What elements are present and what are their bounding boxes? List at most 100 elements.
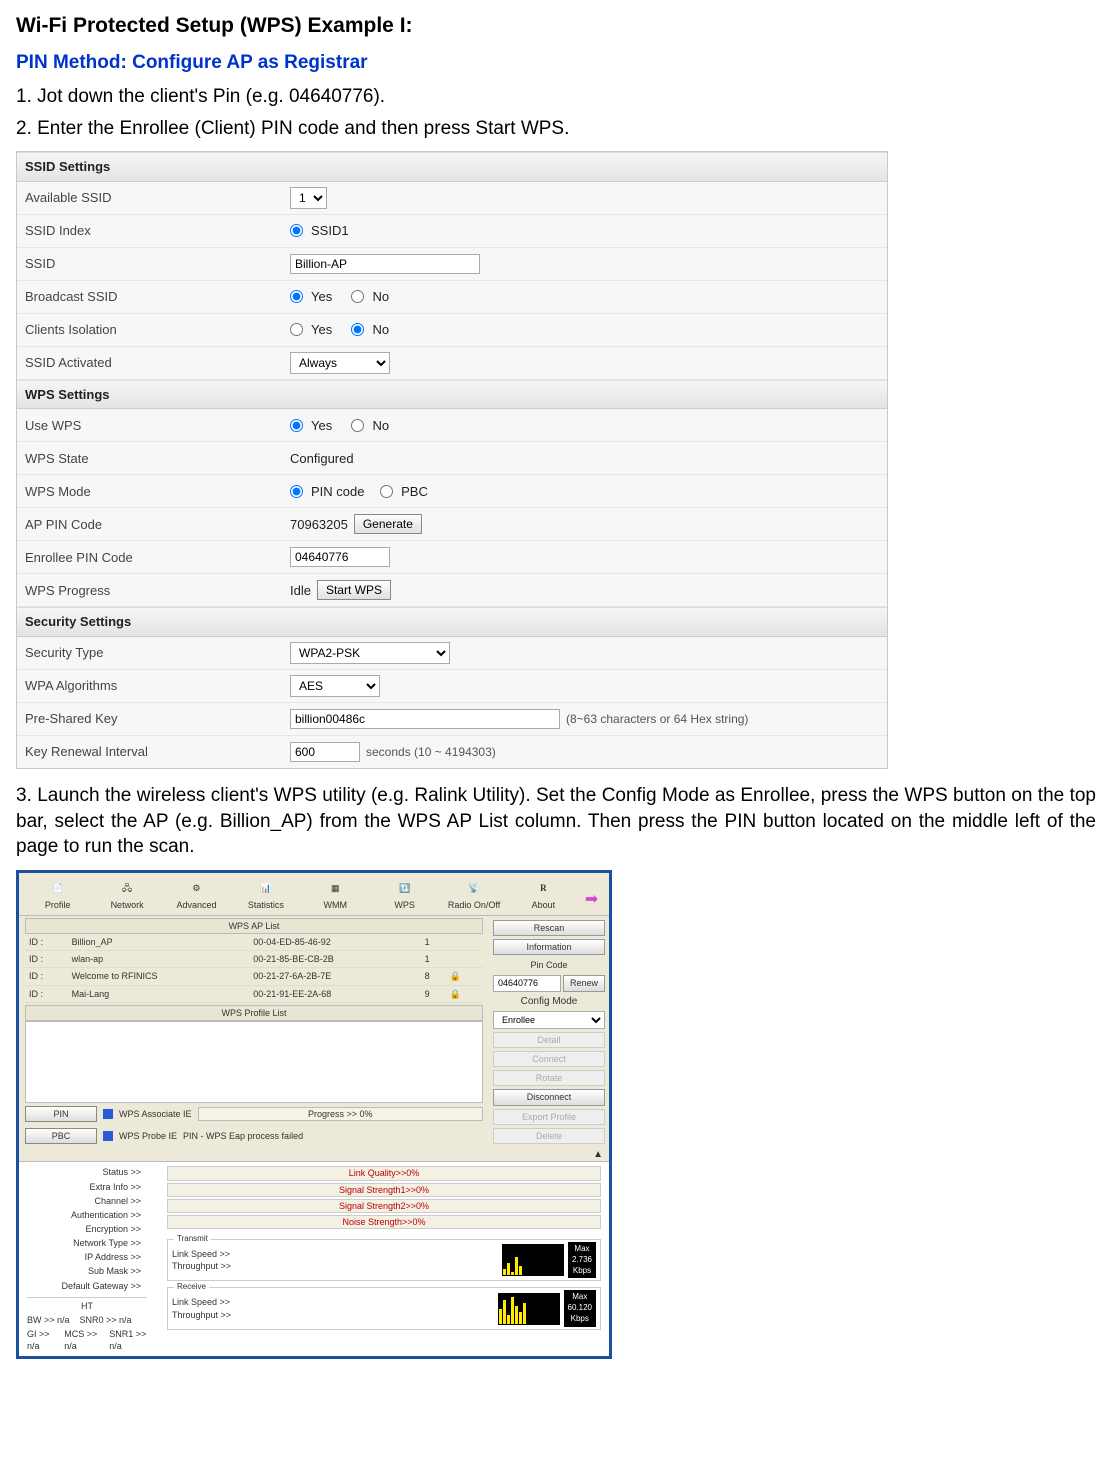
isolation-no-radio[interactable] <box>351 323 364 336</box>
ap-ch: 8 <box>421 968 446 985</box>
ap-row[interactable]: ID :wlan-ap00-21-85-BE-CB-2B1 <box>25 951 483 968</box>
arrow-right-icon[interactable]: ➡ <box>585 889 598 911</box>
psk-input[interactable] <box>290 709 560 729</box>
start-wps-button[interactable]: Start WPS <box>317 580 391 600</box>
toolbar-advanced-label: Advanced <box>176 899 216 911</box>
enrollee-pin-input[interactable] <box>290 547 390 567</box>
wps-associate-label: WPS Associate IE <box>119 1108 192 1120</box>
available-ssid-select[interactable]: 1 <box>290 187 327 209</box>
toolbar-statistics[interactable]: 📊Statistics <box>238 879 294 911</box>
security-type-select[interactable]: WPA2-PSK <box>290 642 450 664</box>
toolbar-wmm[interactable]: ▦WMM <box>307 879 363 911</box>
ap-mac: 00-21-85-BE-CB-2B <box>249 951 420 968</box>
config-mode-select[interactable]: Enrollee <box>493 1011 605 1029</box>
lock-icon: 🔒 <box>446 985 483 1002</box>
tx-linkspeed: Link Speed >> <box>172 1248 231 1260</box>
toolbar-network[interactable]: 🖧 Network <box>99 879 155 911</box>
ap-id: ID : <box>25 985 68 1002</box>
wps-ap-list-table: ID :Billion_AP00-04-ED-85-46-921 ID :wla… <box>25 934 483 1003</box>
toolbar-about-label: About <box>532 899 556 911</box>
ap-row[interactable]: ID :Billion_AP00-04-ED-85-46-921 <box>25 934 483 951</box>
renew-button[interactable]: Renew <box>563 975 605 991</box>
ap-pin-value: 70963205 <box>290 516 348 534</box>
information-button[interactable]: Information <box>493 939 605 955</box>
rescan-button[interactable]: Rescan <box>493 920 605 936</box>
toolbar-profile[interactable]: 📄 Profile <box>30 879 86 911</box>
broadcast-no-radio[interactable] <box>351 290 364 303</box>
pin-code-label: Pin Code <box>493 958 605 972</box>
pin-code-input[interactable] <box>493 975 561 991</box>
tx-max-val: 2.736 <box>572 1255 592 1266</box>
pin-button[interactable]: PIN <box>25 1106 97 1122</box>
wps-progress-value: Idle <box>290 582 311 600</box>
wps-state-value: Configured <box>290 450 354 468</box>
broadcast-yes-radio[interactable] <box>290 290 303 303</box>
renewal-input[interactable] <box>290 742 360 762</box>
profile-icon: 📄 <box>48 879 68 897</box>
receive-title: Receive <box>174 1282 209 1293</box>
extra-info-label: Extra Info >> <box>27 1181 147 1193</box>
generate-button[interactable]: Generate <box>354 514 422 534</box>
ap-id: ID : <box>25 934 68 951</box>
wps-profile-list <box>25 1021 483 1103</box>
ap-row[interactable]: ID :Mai-Lang00-21-91-EE-2A-689🔒 <box>25 985 483 1002</box>
receive-box: Receive Link Speed >>Throughput >> Max60… <box>167 1287 601 1329</box>
rx-throughput: Throughput >> <box>172 1309 231 1321</box>
step-3: 3. Launch the wireless client's WPS util… <box>16 783 1096 860</box>
lock-icon <box>446 934 483 951</box>
connect-button: Connect <box>493 1051 605 1067</box>
ap-mac: 00-21-91-EE-2A-68 <box>249 985 420 1002</box>
ap-config-panel: SSID Settings Available SSID1 SSID Index… <box>16 151 888 769</box>
section-subtitle: PIN Method: Configure AP as Registrar <box>16 50 1096 76</box>
pbc-button[interactable]: PBC <box>25 1128 97 1144</box>
toolbar-advanced[interactable]: ⚙ Advanced <box>168 879 224 911</box>
network-type-label: Network Type >> <box>27 1237 147 1249</box>
transmit-box: Transmit Link Speed >>Throughput >> Max2… <box>167 1239 601 1281</box>
step-1: 1. Jot down the client's Pin (e.g. 04640… <box>16 84 1096 110</box>
disconnect-button[interactable]: Disconnect <box>493 1089 605 1105</box>
wps-mode-pin-radio[interactable] <box>290 485 303 498</box>
wps-associate-checkbox[interactable] <box>103 1109 113 1119</box>
export-profile-button: Export Profile <box>493 1109 605 1125</box>
advanced-icon: ⚙ <box>186 879 206 897</box>
toolbar-radio[interactable]: 📡Radio On/Off <box>446 879 502 911</box>
tx-max-unit: Kbps <box>572 1266 592 1277</box>
isolation-label: Clients Isolation <box>25 321 290 339</box>
wps-mode-pin-text: PIN code <box>311 483 364 501</box>
security-settings-header: Security Settings <box>17 607 887 637</box>
toolbar-network-label: Network <box>111 899 144 911</box>
wps-probe-checkbox[interactable] <box>103 1131 113 1141</box>
rx-max-label: Max <box>568 1292 592 1303</box>
network-icon: 🖧 <box>117 879 137 897</box>
wps-profile-list-header: WPS Profile List <box>25 1005 483 1021</box>
toolbar-statistics-label: Statistics <box>248 899 284 911</box>
tx-graph <box>502 1244 564 1276</box>
ralink-status-panel: Status >> Extra Info >> Channel >> Authe… <box>19 1161 609 1356</box>
toolbar-wps[interactable]: 🔃WPS <box>377 879 433 911</box>
enrollee-pin-label: Enrollee PIN Code <box>25 549 290 567</box>
rx-max-unit: Kbps <box>568 1314 592 1325</box>
wps-mode-label: WPS Mode <box>25 483 290 501</box>
broadcast-yes-text: Yes <box>311 288 332 306</box>
ssid-settings-header: SSID Settings <box>17 152 887 182</box>
available-ssid-label: Available SSID <box>25 189 290 207</box>
use-wps-no-radio[interactable] <box>351 419 364 432</box>
lock-icon: 🔒 <box>446 968 483 985</box>
rx-graph <box>498 1293 560 1325</box>
use-wps-yes-radio[interactable] <box>290 419 303 432</box>
toolbar-about[interactable]: RAbout <box>515 879 571 911</box>
isolation-yes-radio[interactable] <box>290 323 303 336</box>
wps-status-text: PIN - WPS Eap process failed <box>183 1130 483 1142</box>
ap-name: Welcome to RFINICS <box>68 968 250 985</box>
transmit-title: Transmit <box>174 1234 211 1245</box>
ap-row[interactable]: ID :Welcome to RFINICS00-21-27-6A-2B-7E8… <box>25 968 483 985</box>
psk-label: Pre-Shared Key <box>25 710 290 728</box>
toolbar-profile-label: Profile <box>45 899 71 911</box>
wpa-algo-select[interactable]: AES <box>290 675 380 697</box>
wps-mode-pbc-radio[interactable] <box>380 485 393 498</box>
ssid-input[interactable] <box>290 254 480 274</box>
ssid-index-radio[interactable] <box>290 224 303 237</box>
ap-ch: 9 <box>421 985 446 1002</box>
ap-pin-label: AP PIN Code <box>25 516 290 534</box>
ssid-activated-select[interactable]: Always <box>290 352 390 374</box>
